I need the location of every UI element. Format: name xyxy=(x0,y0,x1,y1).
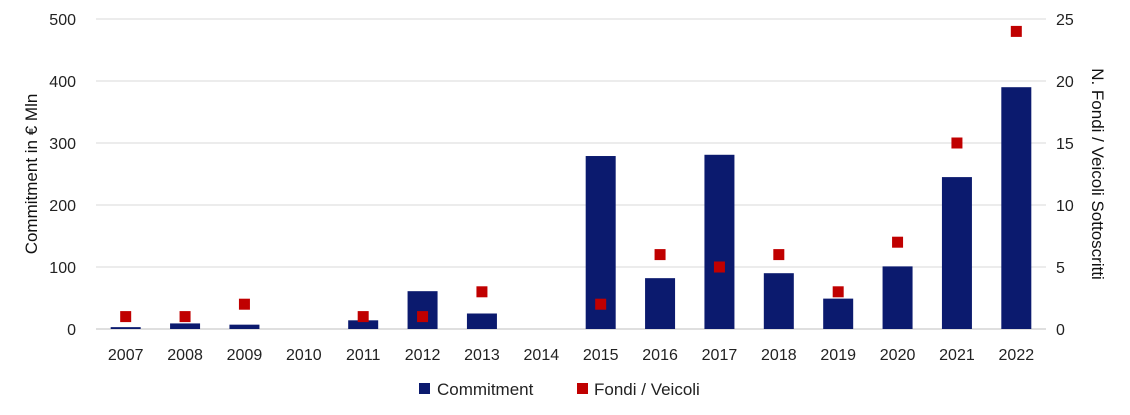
point-2021 xyxy=(951,137,963,149)
y-axis-left-ticks: 0 100 200 300 400 500 xyxy=(49,12,76,339)
y2-tick-label: 15 xyxy=(1056,136,1074,153)
x-tick-label: 2010 xyxy=(286,347,322,364)
y-tick-label: 100 xyxy=(49,260,76,277)
y-tick-label: 0 xyxy=(67,322,76,339)
legend-swatch-commitment xyxy=(419,383,430,394)
y-tick-label: 500 xyxy=(49,12,76,29)
point-2019 xyxy=(832,286,844,298)
point-2013 xyxy=(476,286,488,298)
bar-2011 xyxy=(348,320,379,329)
point-2017 xyxy=(713,261,725,273)
y2-tick-label: 20 xyxy=(1056,74,1074,91)
y-tick-label: 200 xyxy=(49,198,76,215)
x-axis-ticks: 2007 2008 2009 2010 2011 2012 2013 2014 2015 2016… xyxy=(108,347,1034,364)
point-2016 xyxy=(654,249,666,261)
x-tick-label: 2012 xyxy=(405,347,441,364)
bar-series-commitment xyxy=(110,87,1032,329)
legend-label-fondi-veicoli: Fondi / Veicoli xyxy=(594,380,700,399)
y-tick-label: 400 xyxy=(49,74,76,91)
y-axis-left-title: Commitment in € Mln xyxy=(22,94,41,255)
y2-tick-label: 0 xyxy=(1056,322,1065,339)
y-tick-label: 300 xyxy=(49,136,76,153)
x-tick-label: 2022 xyxy=(999,347,1035,364)
x-tick-label: 2013 xyxy=(464,347,500,364)
x-tick-label: 2018 xyxy=(761,347,797,364)
x-tick-label: 2015 xyxy=(583,347,619,364)
x-tick-label: 2007 xyxy=(108,347,144,364)
x-tick-label: 2014 xyxy=(524,347,560,364)
x-tick-label: 2019 xyxy=(820,347,856,364)
bar-2012 xyxy=(407,291,438,329)
point-2009 xyxy=(238,298,250,310)
marker-series-fondi-veicoli xyxy=(120,25,1022,323)
x-tick-label: 2011 xyxy=(346,347,381,364)
point-2015 xyxy=(595,298,607,310)
point-2007 xyxy=(120,311,132,323)
point-2011 xyxy=(357,311,369,323)
bar-2019 xyxy=(823,298,854,329)
bar-2021 xyxy=(941,177,972,329)
x-tick-label: 2009 xyxy=(227,347,263,364)
point-2022 xyxy=(1010,25,1022,37)
y2-tick-label: 25 xyxy=(1056,12,1074,29)
y2-tick-label: 5 xyxy=(1056,260,1065,277)
bar-2022 xyxy=(1001,87,1032,329)
x-tick-label: 2017 xyxy=(702,347,738,364)
legend-label-commitment: Commitment xyxy=(437,380,534,399)
x-tick-label: 2016 xyxy=(642,347,678,364)
y-axis-right-ticks: 0 5 10 15 20 25 xyxy=(1056,12,1074,339)
y2-tick-label: 10 xyxy=(1056,198,1074,215)
point-2020 xyxy=(892,236,904,248)
bar-2008 xyxy=(170,323,201,329)
point-2018 xyxy=(773,249,785,261)
x-tick-label: 2008 xyxy=(167,347,203,364)
point-2012 xyxy=(417,311,429,323)
bar-2009 xyxy=(229,324,260,329)
point-2008 xyxy=(179,311,191,323)
bar-2018 xyxy=(763,273,794,329)
bar-2017 xyxy=(704,154,735,329)
bar-2020 xyxy=(882,266,913,329)
legend: Commitment Fondi / Veicoli xyxy=(419,380,700,399)
y-axis-right-title: N. Fondi / Veicoli Sottoscritti xyxy=(1088,68,1107,280)
bar-2007 xyxy=(110,327,141,329)
bar-2013 xyxy=(466,313,497,329)
x-tick-label: 2021 xyxy=(939,347,975,364)
x-tick-label: 2020 xyxy=(880,347,916,364)
legend-swatch-fondi-veicoli xyxy=(577,383,588,394)
bar-2016 xyxy=(645,278,676,329)
